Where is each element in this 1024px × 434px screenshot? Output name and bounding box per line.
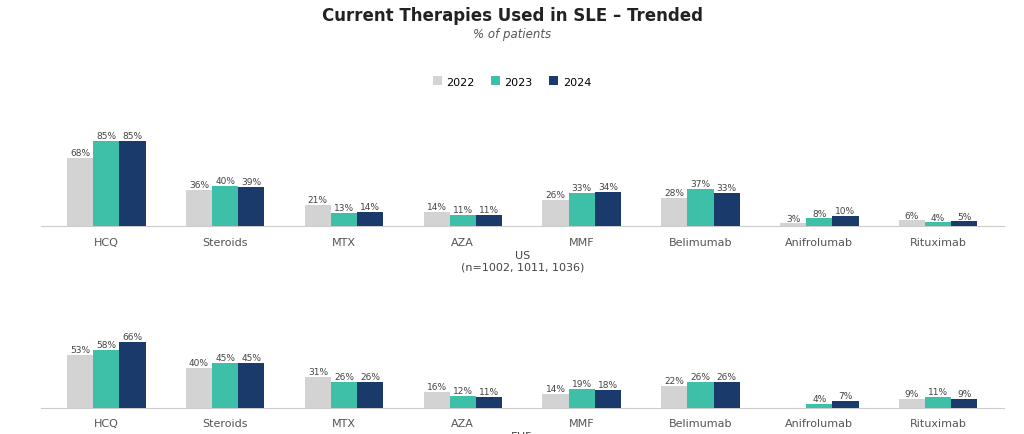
Text: 31%: 31% (308, 367, 328, 376)
Text: 10%: 10% (836, 207, 855, 216)
Bar (687, 190, 714, 227)
Bar (595, 193, 621, 227)
Text: 9%: 9% (905, 389, 920, 398)
Text: 58%: 58% (96, 340, 117, 349)
Text: 6%: 6% (905, 211, 920, 220)
Text: 26%: 26% (360, 372, 380, 381)
Text: 14%: 14% (546, 384, 565, 393)
Bar (595, 390, 621, 408)
Bar (662, 199, 687, 227)
Text: 22%: 22% (665, 376, 684, 385)
Bar (833, 401, 858, 408)
Bar (93, 141, 120, 227)
Bar (687, 382, 714, 408)
Bar (239, 188, 264, 227)
Bar (543, 201, 568, 227)
Text: % of patients: % of patients (473, 28, 551, 41)
Text: 16%: 16% (427, 382, 446, 391)
Text: 68%: 68% (70, 149, 90, 158)
Text: 85%: 85% (123, 132, 142, 141)
Bar (186, 368, 212, 408)
Text: 4%: 4% (812, 394, 826, 403)
Bar (305, 206, 331, 227)
Text: 34%: 34% (598, 183, 617, 192)
Text: 26%: 26% (717, 372, 736, 381)
Text: 18%: 18% (598, 380, 617, 389)
Bar (951, 222, 977, 227)
Text: 53%: 53% (70, 345, 90, 354)
Bar (450, 216, 476, 227)
Bar (833, 217, 858, 227)
Bar (450, 396, 476, 408)
Bar (120, 342, 145, 408)
Bar (331, 382, 357, 408)
X-axis label: EU5
(n=1279, 1257, 1263): EU5 (n=1279, 1257, 1263) (460, 431, 585, 434)
Text: 4%: 4% (931, 213, 945, 222)
Bar (424, 213, 450, 227)
Bar (357, 382, 383, 408)
Text: 40%: 40% (215, 177, 236, 186)
Bar (543, 394, 568, 408)
Bar (239, 363, 264, 408)
Text: 11%: 11% (479, 206, 499, 215)
X-axis label: US
(n=1002, 1011, 1036): US (n=1002, 1011, 1036) (461, 250, 584, 272)
Bar (806, 404, 833, 408)
Text: Current Therapies Used in SLE – Trended: Current Therapies Used in SLE – Trended (322, 7, 702, 24)
Text: 21%: 21% (308, 196, 328, 205)
Bar (357, 213, 383, 227)
Text: 40%: 40% (189, 358, 209, 367)
Bar (925, 223, 951, 227)
Bar (68, 355, 93, 408)
Text: 26%: 26% (334, 372, 354, 381)
Bar (93, 350, 120, 408)
Text: 66%: 66% (123, 332, 142, 341)
Bar (68, 159, 93, 227)
Bar (806, 219, 833, 227)
Text: 11%: 11% (928, 387, 948, 396)
Text: 8%: 8% (812, 209, 826, 218)
Legend: 2022, 2023, 2024: 2022, 2023, 2024 (428, 73, 596, 92)
Text: 3%: 3% (786, 214, 801, 223)
Text: 33%: 33% (571, 184, 592, 193)
Text: 36%: 36% (189, 181, 209, 190)
Text: 39%: 39% (242, 178, 261, 187)
Text: 85%: 85% (96, 132, 117, 141)
Bar (212, 363, 239, 408)
Text: 7%: 7% (839, 391, 853, 400)
Bar (568, 389, 595, 408)
Text: 33%: 33% (717, 184, 736, 193)
Bar (186, 191, 212, 227)
Text: 11%: 11% (479, 387, 499, 396)
Text: 14%: 14% (427, 203, 446, 212)
Text: 11%: 11% (453, 206, 473, 215)
Text: 26%: 26% (546, 191, 565, 200)
Text: 26%: 26% (690, 372, 711, 381)
Text: 37%: 37% (690, 180, 711, 189)
Bar (476, 216, 502, 227)
Bar (951, 399, 977, 408)
Text: 28%: 28% (665, 189, 684, 198)
Bar (331, 214, 357, 227)
Text: 14%: 14% (360, 203, 380, 212)
Text: 19%: 19% (571, 379, 592, 388)
Bar (212, 187, 239, 227)
Bar (899, 221, 925, 227)
Bar (120, 141, 145, 227)
Bar (714, 382, 739, 408)
Text: 45%: 45% (242, 353, 261, 362)
Bar (305, 377, 331, 408)
Bar (925, 397, 951, 408)
Text: 45%: 45% (215, 353, 236, 362)
Bar (714, 194, 739, 227)
Bar (780, 224, 806, 227)
Text: 12%: 12% (453, 386, 473, 395)
Bar (899, 399, 925, 408)
Bar (476, 397, 502, 408)
Bar (568, 194, 595, 227)
Text: 5%: 5% (957, 212, 972, 221)
Text: 9%: 9% (957, 389, 972, 398)
Text: 13%: 13% (334, 204, 354, 213)
Bar (424, 392, 450, 408)
Bar (662, 386, 687, 408)
